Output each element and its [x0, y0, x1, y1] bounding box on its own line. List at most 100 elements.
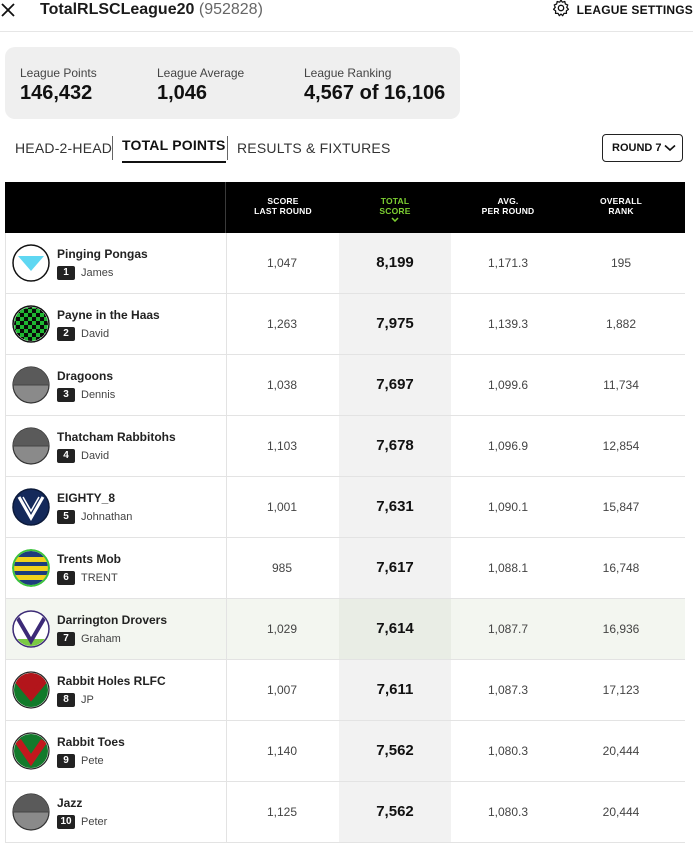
avg-per-round: 1,090.1 — [487, 500, 529, 514]
owner-name: Dennis — [81, 389, 116, 401]
score-last-round: 1,038 — [266, 378, 298, 392]
avg-per-round: 1,171.3 — [487, 256, 529, 270]
header-label: RANK — [608, 206, 634, 216]
round-select[interactable]: ROUND 7 — [602, 134, 683, 162]
rank-badge: 3 — [57, 388, 75, 402]
stat-league-ranking: League Ranking 4,567 of 16,106 — [304, 66, 445, 105]
standings-table: SCORE LAST ROUND TOTAL SCORE AVG. PER RO… — [5, 182, 685, 843]
tab-results-fixtures[interactable]: RESULTS & FIXTURES — [237, 140, 391, 156]
rank-badge: 1 — [57, 266, 75, 280]
overall-rank: 11,734 — [603, 378, 639, 392]
rank-badge: 4 — [57, 449, 75, 463]
avg-per-round: 1,087.7 — [487, 622, 529, 636]
total-score: 7,611 — [376, 681, 414, 698]
avg-per-round: 1,087.3 — [487, 683, 529, 697]
owner-name: David — [81, 450, 110, 462]
table-row[interactable]: Darrington Drovers 7 Graham 1,029 7,614 1,087… — [5, 599, 685, 660]
header-score-last-round[interactable]: SCORE LAST ROUND — [231, 196, 335, 216]
team-jersey-icon — [12, 610, 50, 648]
score-last-round: 1,047 — [266, 256, 298, 270]
team-name[interactable]: Thatcham Rabbitohs — [57, 430, 176, 444]
top-bar: TotalRLSCLeague20 (952828) LEAGUE SETTIN… — [0, 0, 693, 32]
owner-name: David — [81, 328, 110, 340]
team-name[interactable]: Pinging Pongas — [57, 247, 148, 261]
header-total-score[interactable]: TOTAL SCORE — [339, 196, 451, 222]
table-row[interactable]: Payne in the Haas 2 David 1,263 7,975 1,139.3… — [5, 294, 685, 355]
total-column-bg — [339, 416, 451, 476]
table-row[interactable]: Thatcham Rabbitohs 4 David 1,103 7,678 1,096.… — [5, 416, 685, 477]
stat-value: 1,046 — [157, 82, 208, 104]
rank-badge: 7 — [57, 632, 75, 646]
team-name[interactable]: Dragoons — [57, 369, 114, 383]
team-cell: Darrington Drovers 7 Graham — [5, 599, 227, 659]
table-row[interactable]: Rabbit Toes 9 Pete 1,140 7,562 1,080.3 20,444 — [5, 721, 685, 782]
team-name[interactable]: Darrington Drovers — [57, 613, 168, 627]
stat-league-average: League Average 1,046 — [157, 66, 244, 105]
rank-badge: 5 — [57, 510, 75, 524]
team-jersey-icon — [12, 244, 50, 282]
team-cell: Thatcham Rabbitohs 4 David — [5, 416, 227, 476]
overall-rank: 16,936 — [602, 622, 640, 636]
team-jersey-icon — [12, 488, 50, 526]
owner-name: Graham — [81, 633, 121, 645]
overall-rank: 1,882 — [605, 317, 637, 331]
team-jersey-icon — [12, 366, 50, 404]
table-body: Pinging Pongas 1 James 1,047 8,199 1,171.3 195… — [5, 233, 685, 843]
tab-total-points[interactable]: TOTAL POINTS — [122, 131, 226, 163]
stat-label: League Points — [20, 66, 97, 80]
owner-name: Johnathan — [81, 511, 133, 523]
owner-name: JP — [81, 694, 94, 706]
team-name[interactable]: Rabbit Holes RLFC — [57, 674, 166, 688]
avg-per-round: 1,099.6 — [487, 378, 529, 392]
total-column-bg — [339, 355, 451, 415]
rank-badge: 10 — [57, 815, 75, 829]
total-score: 8,199 — [376, 254, 414, 271]
score-last-round: 1,029 — [266, 622, 298, 636]
table-row[interactable]: Jazz 10 Peter 1,125 7,562 1,080.3 20,444 — [5, 782, 685, 843]
sort-arrow-icon — [391, 217, 399, 222]
total-score: 7,562 — [376, 803, 414, 820]
team-name[interactable]: Rabbit Toes — [57, 735, 125, 749]
rank-owner-line: 4 David — [57, 449, 109, 463]
team-cell: Jazz 10 Peter — [5, 782, 227, 842]
owner-name: Pete — [81, 755, 104, 767]
table-row[interactable]: Dragoons 3 Dennis 1,038 7,697 1,099.6 11,734 — [5, 355, 685, 416]
table-row[interactable]: Rabbit Holes RLFC 8 JP 1,007 7,611 1,087.3 17,… — [5, 660, 685, 721]
team-jersey-icon — [12, 732, 50, 770]
table-row[interactable]: EIGHTY_8 5 Johnathan 1,001 7,631 1,090.1 15,84… — [5, 477, 685, 538]
close-icon[interactable] — [0, 0, 18, 22]
league-id: (952828) — [198, 1, 263, 18]
league-settings-button[interactable]: LEAGUE SETTINGS — [551, 0, 693, 20]
total-score: 7,614 — [376, 620, 414, 637]
header-avg-per-round[interactable]: AVG. PER ROUND — [455, 196, 561, 216]
score-last-round: 985 — [271, 561, 293, 575]
rank-owner-line: 6 TRENT — [57, 571, 118, 585]
overall-rank: 15,847 — [602, 500, 640, 514]
header-label: SCORE — [267, 196, 299, 206]
total-column-bg — [339, 538, 451, 598]
tab-head-2-head[interactable]: HEAD-2-HEAD — [15, 140, 113, 156]
rank-badge: 9 — [57, 754, 75, 768]
total-column-bg — [339, 782, 451, 842]
score-last-round: 1,125 — [266, 805, 298, 819]
total-column-bg — [339, 294, 451, 354]
table-header: SCORE LAST ROUND TOTAL SCORE AVG. PER RO… — [5, 182, 685, 233]
table-row[interactable]: Trents Mob 6 TRENT 985 7,617 1,088.1 16,748 — [5, 538, 685, 599]
team-name[interactable]: EIGHTY_8 — [57, 491, 116, 505]
header-label: LAST ROUND — [254, 206, 312, 216]
team-name[interactable]: Payne in the Haas — [57, 308, 160, 322]
chevron-down-icon — [664, 139, 676, 157]
header-overall-rank[interactable]: OVERALL RANK — [565, 196, 677, 216]
score-last-round: 1,007 — [266, 683, 298, 697]
stat-label: League Average — [157, 66, 245, 80]
score-last-round: 1,001 — [266, 500, 298, 514]
avg-per-round: 1,080.3 — [487, 744, 529, 758]
league-stats-card: League Points 146,432 League Average 1,0… — [5, 47, 460, 119]
total-column-bg — [339, 477, 451, 537]
table-row[interactable]: Pinging Pongas 1 James 1,047 8,199 1,171.3 195 — [5, 233, 685, 294]
team-name[interactable]: Trents Mob — [57, 552, 122, 566]
team-name[interactable]: Jazz — [57, 796, 83, 810]
scrollbar-mark — [0, 826, 4, 840]
score-last-round: 1,263 — [266, 317, 298, 331]
header-label: AVG. — [497, 196, 519, 206]
